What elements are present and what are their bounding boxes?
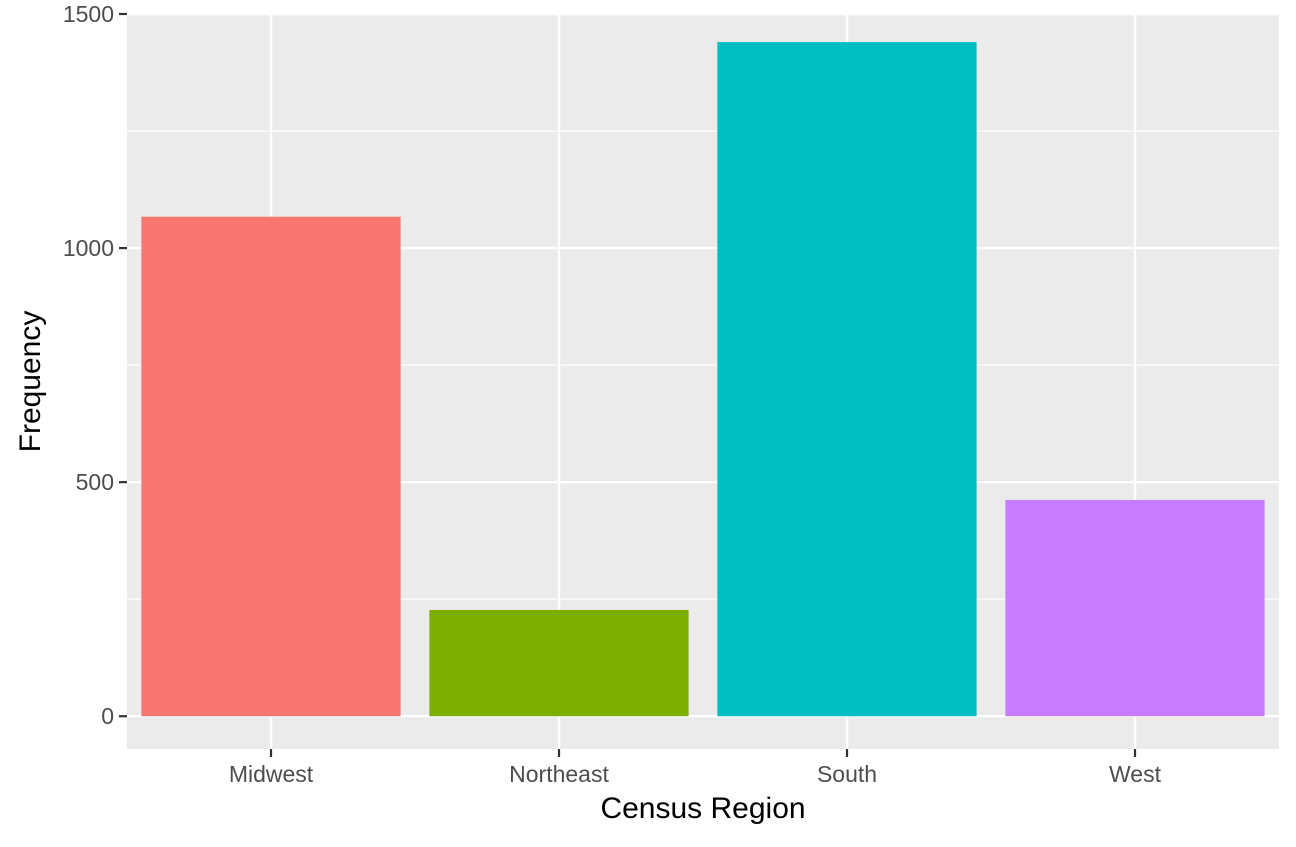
x-tick-label: Northeast bbox=[509, 761, 609, 787]
bar-midwest bbox=[141, 216, 401, 717]
bar-northeast bbox=[429, 609, 689, 717]
bar-west bbox=[1005, 499, 1265, 717]
x-axis: Midwest Northeast South West bbox=[229, 749, 1162, 787]
y-axis-title: Frequency bbox=[14, 311, 47, 453]
x-tick-label: Midwest bbox=[229, 761, 314, 787]
x-axis-title: Census Region bbox=[600, 792, 805, 825]
y-tick-label: 1000 bbox=[63, 235, 114, 261]
y-tick-label: 1500 bbox=[63, 1, 114, 27]
bars bbox=[141, 42, 1265, 717]
y-tick-label: 500 bbox=[76, 469, 114, 495]
y-axis: 0 500 1000 1500 bbox=[63, 1, 127, 729]
bar-south bbox=[717, 42, 977, 717]
y-tick-label: 0 bbox=[101, 703, 114, 729]
x-tick-label: West bbox=[1109, 761, 1162, 787]
x-tick-label: South bbox=[817, 761, 877, 787]
